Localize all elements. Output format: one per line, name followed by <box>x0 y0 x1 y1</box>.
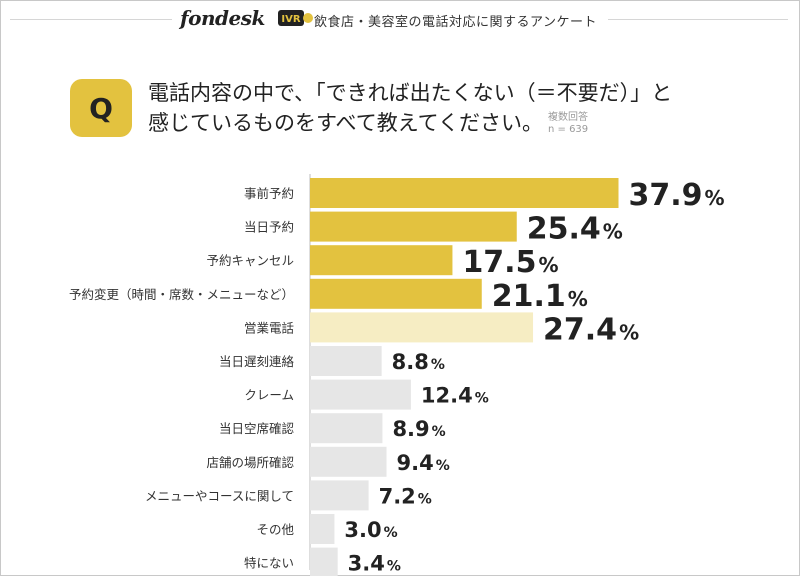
category-label-6: クレーム <box>244 388 294 403</box>
value-number-5: 8.8 <box>392 350 429 374</box>
ivr-badge-text: IVR <box>281 14 300 25</box>
value-label-0: 37.9% <box>629 178 725 213</box>
value-unit-8: % <box>436 458 450 474</box>
bar-4 <box>310 312 534 343</box>
value-label-6: 12.4% <box>421 384 489 408</box>
value-label-8: 9.4% <box>397 451 450 475</box>
question-line-1: 電話内容の中で、「できれば出たくない（＝不要だ）」と <box>148 81 673 105</box>
value-unit-9: % <box>418 491 432 507</box>
value-number-2: 17.5 <box>462 245 536 280</box>
category-label-0: 事前予約 <box>244 186 294 201</box>
value-label-5: 8.8% <box>392 350 445 374</box>
value-unit-4: % <box>619 320 639 344</box>
value-label-7: 8.9% <box>392 417 445 441</box>
value-number-9: 7.2 <box>379 484 416 508</box>
question-line-2: 感じているものをすべて教えてください。 <box>148 111 544 135</box>
category-label-11: 特にない <box>244 556 294 571</box>
category-label-2: 予約キャンセル <box>206 253 294 268</box>
value-number-6: 12.4 <box>421 384 473 408</box>
category-label-9: メニューやコースに関して <box>145 488 294 503</box>
bar-2 <box>310 245 453 276</box>
category-label-3: 予約変更（時間・席数・メニューなど） <box>69 287 294 302</box>
response-meta: 複数回答 n = 639 <box>548 112 588 136</box>
value-unit-1: % <box>603 220 623 244</box>
value-unit-2: % <box>538 253 558 277</box>
value-number-1: 25.4 <box>527 212 601 247</box>
value-number-11: 3.4 <box>348 552 385 576</box>
value-number-3: 21.1 <box>492 279 566 314</box>
value-label-9: 7.2% <box>379 484 432 508</box>
value-label-10: 3.0% <box>344 518 397 542</box>
value-label-11: 3.4% <box>348 552 401 576</box>
category-label-4: 営業電話 <box>244 320 294 335</box>
value-unit-6: % <box>475 391 489 407</box>
value-number-10: 3.0 <box>344 518 381 542</box>
category-label-7: 当日空席確認 <box>219 421 295 436</box>
category-label-1: 当日予約 <box>244 220 294 235</box>
question-text: 電話内容の中で、「できれば出たくない（＝不要だ）」と 感じているものをすべて教え… <box>148 78 672 138</box>
value-unit-10: % <box>384 525 398 541</box>
bar-5 <box>310 346 382 376</box>
value-unit-3: % <box>568 287 588 311</box>
bar-1 <box>310 211 517 242</box>
header-rule-right <box>608 19 788 20</box>
bar-7 <box>310 413 383 444</box>
category-label-10: その他 <box>256 522 294 537</box>
value-number-0: 37.9 <box>629 178 703 213</box>
value-label-1: 25.4% <box>527 212 623 247</box>
value-label-3: 21.1% <box>492 279 588 314</box>
value-number-7: 8.9 <box>392 417 429 441</box>
bar-3 <box>310 278 482 309</box>
bar-6 <box>310 379 411 410</box>
value-number-8: 9.4 <box>397 451 434 475</box>
category-label-5: 当日遅刻連絡 <box>219 354 295 369</box>
survey-title: 飲食店・美容室の電話対応に関するアンケート <box>314 15 597 30</box>
bar-11 <box>310 547 338 576</box>
value-unit-5: % <box>431 357 445 373</box>
header-rule-left <box>10 19 172 20</box>
value-unit-11: % <box>387 559 401 575</box>
category-label-8: 店舗の場所確認 <box>206 455 294 470</box>
bar-10 <box>310 514 335 544</box>
question-badge: Q <box>70 79 132 137</box>
meta-label: 複数回答 <box>548 112 588 123</box>
brand-logo: fondesk <box>180 6 265 30</box>
value-label-2: 17.5% <box>462 245 558 280</box>
meta-sample-size: n = 639 <box>548 124 589 135</box>
value-unit-7: % <box>432 424 446 440</box>
bar-9 <box>310 480 369 511</box>
value-label-4: 27.4% <box>543 312 639 347</box>
value-number-4: 27.4 <box>543 312 617 347</box>
value-unit-0: % <box>705 186 725 210</box>
ivr-logo-badge: IVR <box>278 10 313 26</box>
bar-0 <box>310 178 619 208</box>
bar-8 <box>310 446 387 477</box>
